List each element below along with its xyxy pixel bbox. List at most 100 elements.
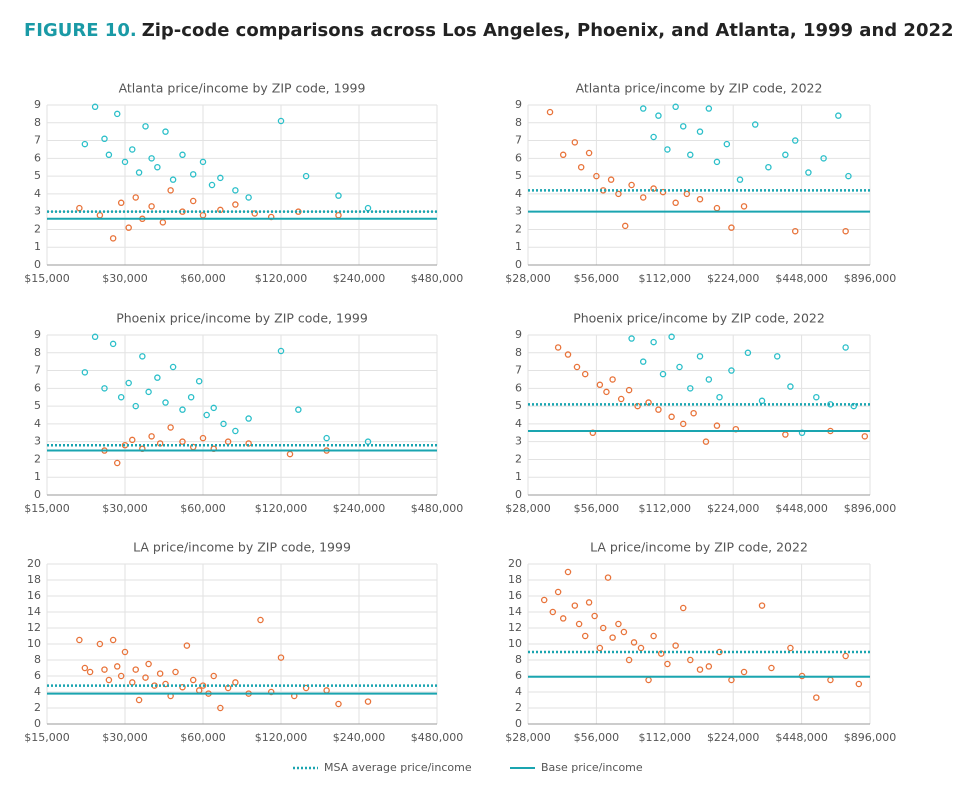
chart-title: Atlanta price/income by ZIP code, 2022 [576, 81, 823, 96]
y-tick-label: 7 [34, 364, 41, 377]
x-tick-label: $30,000 [102, 731, 148, 744]
y-tick-label: 7 [34, 134, 41, 147]
x-tick-label: $15,000 [24, 731, 70, 744]
y-tick-label: 10 [508, 637, 522, 650]
point [573, 363, 581, 371]
point [845, 172, 852, 180]
y-tick-label: 2 [515, 701, 522, 714]
point [323, 434, 330, 442]
point [167, 187, 174, 194]
point [782, 151, 789, 159]
point [664, 146, 671, 153]
y-tick-label: 4 [515, 685, 522, 698]
y-tick-label: 5 [34, 169, 41, 182]
point [690, 409, 697, 417]
point [113, 110, 121, 118]
point [768, 664, 775, 672]
point [585, 149, 593, 157]
point [189, 676, 197, 684]
y-tick-label: 2 [515, 222, 522, 235]
y-tick-label: 2 [34, 452, 41, 465]
chart-title: LA price/income by ZIP code, 1999 [133, 540, 351, 555]
point [162, 128, 169, 135]
point [603, 388, 610, 396]
point [132, 194, 139, 201]
point [142, 123, 149, 130]
y-tick-label: 1 [515, 470, 522, 483]
point [679, 604, 687, 612]
point [232, 679, 239, 686]
point [696, 353, 704, 360]
point [91, 333, 99, 341]
chart-title: LA price/income by ZIP code, 2022 [590, 540, 808, 555]
point [145, 660, 152, 668]
x-tick-label: $448,000 [775, 272, 828, 285]
point [154, 374, 161, 381]
point [604, 574, 612, 581]
point [581, 370, 589, 378]
point [217, 174, 224, 182]
point [142, 674, 149, 681]
point [232, 427, 239, 435]
point [805, 169, 812, 176]
x-tick-label: $120,000 [255, 502, 308, 515]
y-tick-label: 2 [34, 222, 41, 235]
y-tick-label: 8 [34, 116, 41, 129]
point [758, 602, 766, 609]
x-tick-label: $240,000 [333, 502, 386, 515]
point [162, 680, 169, 688]
point [132, 402, 139, 410]
y-tick-label: 3 [34, 435, 41, 448]
point [659, 370, 667, 378]
point [554, 344, 562, 351]
point [575, 620, 583, 628]
point [702, 438, 710, 445]
point [148, 203, 155, 210]
point [596, 381, 604, 389]
point [167, 424, 174, 431]
y-tick-label: 9 [34, 328, 41, 341]
point [813, 694, 820, 701]
y-tick-label: 8 [515, 116, 522, 129]
point [728, 224, 735, 231]
x-tick-label: $896,000 [844, 272, 897, 285]
point [109, 340, 117, 348]
point [199, 158, 207, 166]
y-tick-label: 7 [515, 134, 522, 147]
legend-base-label: Base price/income [541, 761, 643, 774]
x-tick-label: $30,000 [102, 502, 148, 515]
point [121, 648, 129, 656]
point [117, 393, 125, 401]
y-tick-label: 5 [515, 399, 522, 412]
point [628, 335, 635, 342]
figure-title-text: Zip-code comparisons across Los Angeles,… [142, 20, 954, 41]
point [117, 199, 125, 207]
point [842, 227, 849, 235]
y-tick-label: 3 [34, 205, 41, 218]
point [117, 672, 125, 680]
x-tick-label: $448,000 [775, 502, 828, 515]
point [683, 190, 691, 198]
point [156, 670, 164, 677]
point [593, 172, 600, 180]
point [668, 333, 675, 341]
point [655, 112, 662, 119]
point [302, 684, 310, 692]
point [81, 140, 89, 148]
x-tick-label: $224,000 [707, 731, 760, 744]
point [199, 434, 207, 442]
point [696, 128, 704, 135]
x-tick-label: $60,000 [180, 272, 226, 285]
point [125, 224, 132, 231]
point [740, 668, 748, 676]
point [740, 203, 748, 210]
point [210, 404, 217, 412]
point [621, 222, 629, 230]
point [655, 406, 662, 413]
point [208, 181, 216, 189]
point [169, 176, 177, 183]
point [257, 616, 264, 624]
y-tick-label: 3 [515, 205, 522, 218]
point [179, 683, 186, 691]
point [154, 163, 161, 171]
